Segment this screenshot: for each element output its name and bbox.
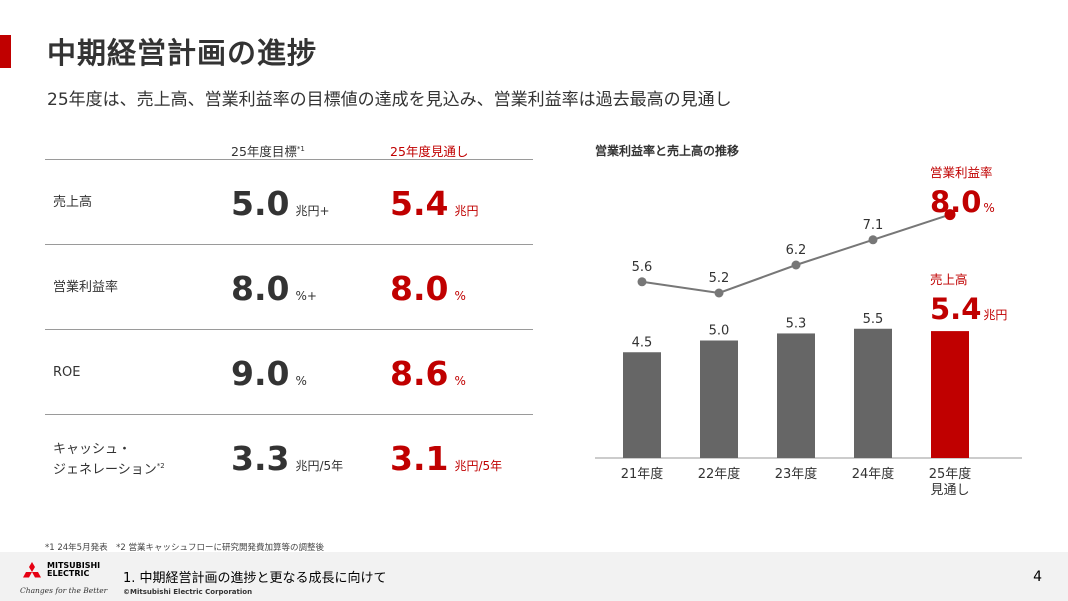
sales-bar xyxy=(777,333,815,458)
table-row-sales: 売上高 5.0 兆円+ 5.4 兆円 xyxy=(45,160,533,245)
category-label: 24年度 xyxy=(852,466,895,482)
margin-point xyxy=(944,209,956,221)
outlook-cell: 3.1 兆円/5年 xyxy=(390,439,503,478)
table-row-operating-margin: 営業利益率 8.0 %+ 8.0% xyxy=(45,245,533,330)
chart-title: 営業利益率と売上高の推移 xyxy=(595,144,740,158)
category-label: 見通し xyxy=(930,483,969,498)
target-cell: 3.3 兆円/5年 xyxy=(231,439,344,478)
bar-value-label: 4.5 xyxy=(632,335,653,350)
highlight-margin-name: 営業利益率 xyxy=(930,165,993,180)
row-label: ROE xyxy=(53,365,81,380)
page-subtitle: 25年度は、売上高、営業利益率の目標値の達成を見込み、営業利益率は過去最高の見通… xyxy=(47,90,732,110)
company-logo-text: MITSUBISHI ELECTRIC xyxy=(47,561,101,578)
bar-value-label: 5.5 xyxy=(863,312,884,327)
outlook-cell: 8.0% xyxy=(390,269,466,308)
target-cell: 8.0 %+ xyxy=(231,269,317,308)
margin-value-label: 5.2 xyxy=(709,271,730,286)
highlight-sales-value: 5.4 兆円 xyxy=(930,292,1007,326)
category-label: 23年度 xyxy=(775,466,818,482)
page-title: 中期経営計画の進捗 xyxy=(47,36,318,70)
sales-bar xyxy=(854,328,892,458)
footer: MITSUBISHI ELECTRIC Changes for the Bette… xyxy=(0,552,1068,601)
row-label: 営業利益率 xyxy=(53,280,119,295)
three-diamonds-logo-icon xyxy=(23,562,41,578)
margin-point xyxy=(868,235,878,245)
page-number: 4 xyxy=(1033,569,1042,585)
outlook-cell: 5.4 兆円 xyxy=(390,184,479,223)
category-label: 21年度 xyxy=(621,466,664,482)
sales-bar xyxy=(623,352,661,458)
sales-bar xyxy=(931,331,969,458)
target-cell: 9.0% xyxy=(231,354,307,393)
column-header-target: 25年度目標*1 xyxy=(231,144,305,159)
table-header: 25年度目標*1 25年度見通し xyxy=(45,135,533,160)
row-label: 売上高 xyxy=(53,195,93,210)
outlook-cell: 8.6% xyxy=(390,354,466,393)
company-tagline: Changes for the Better xyxy=(20,586,108,595)
category-label: 25年度 xyxy=(929,466,972,482)
title-accent-bar xyxy=(0,35,11,68)
row-label: キャッシュ・ ジェネレーション*2 xyxy=(53,442,165,478)
margin-value-label: 7.1 xyxy=(863,218,884,233)
category-label: 22年度 xyxy=(698,466,741,482)
bar-value-label: 5.3 xyxy=(786,316,807,331)
section-title: 1. 中期経営計画の進捗と更なる成長に向けて xyxy=(123,571,387,586)
column-header-outlook: 25年度見通し xyxy=(390,144,469,159)
margin-value-label: 5.6 xyxy=(632,260,653,275)
margin-point xyxy=(714,288,724,298)
target-cell: 5.0 兆円+ xyxy=(231,184,330,223)
copyright: ©Mitsubishi Electric Corporation xyxy=(123,588,253,596)
sales-and-margin-chart: 4.5 21年度 5.0 22年度 5.3 23年度 5.5 24年度 25年度見通し 5.6 5.… xyxy=(595,165,1022,498)
margin-value-label: 6.2 xyxy=(786,243,807,258)
margin-point xyxy=(791,260,801,270)
targets-table: 25年度目標*1 25年度見通し 売上高 5.0 兆円+ 5.4 兆円 営業利益率 … xyxy=(45,135,533,499)
highlight-margin-value: 8.0% xyxy=(930,185,995,219)
sales-bar xyxy=(700,340,738,458)
bar-value-label: 5.0 xyxy=(709,324,730,339)
footnote: *1 24年5月発表 *2 営業キャッシュフローに研究開発費加算等の調整後 xyxy=(45,543,324,553)
table-row-cash-generation: キャッシュ・ ジェネレーション*2 3.3 兆円/5年 3.1 兆円/5年 xyxy=(45,415,533,499)
margin-point xyxy=(637,277,647,287)
table-row-roe: ROE 9.0% 8.6% xyxy=(45,330,533,415)
highlight-sales-name: 売上高 xyxy=(930,272,968,287)
